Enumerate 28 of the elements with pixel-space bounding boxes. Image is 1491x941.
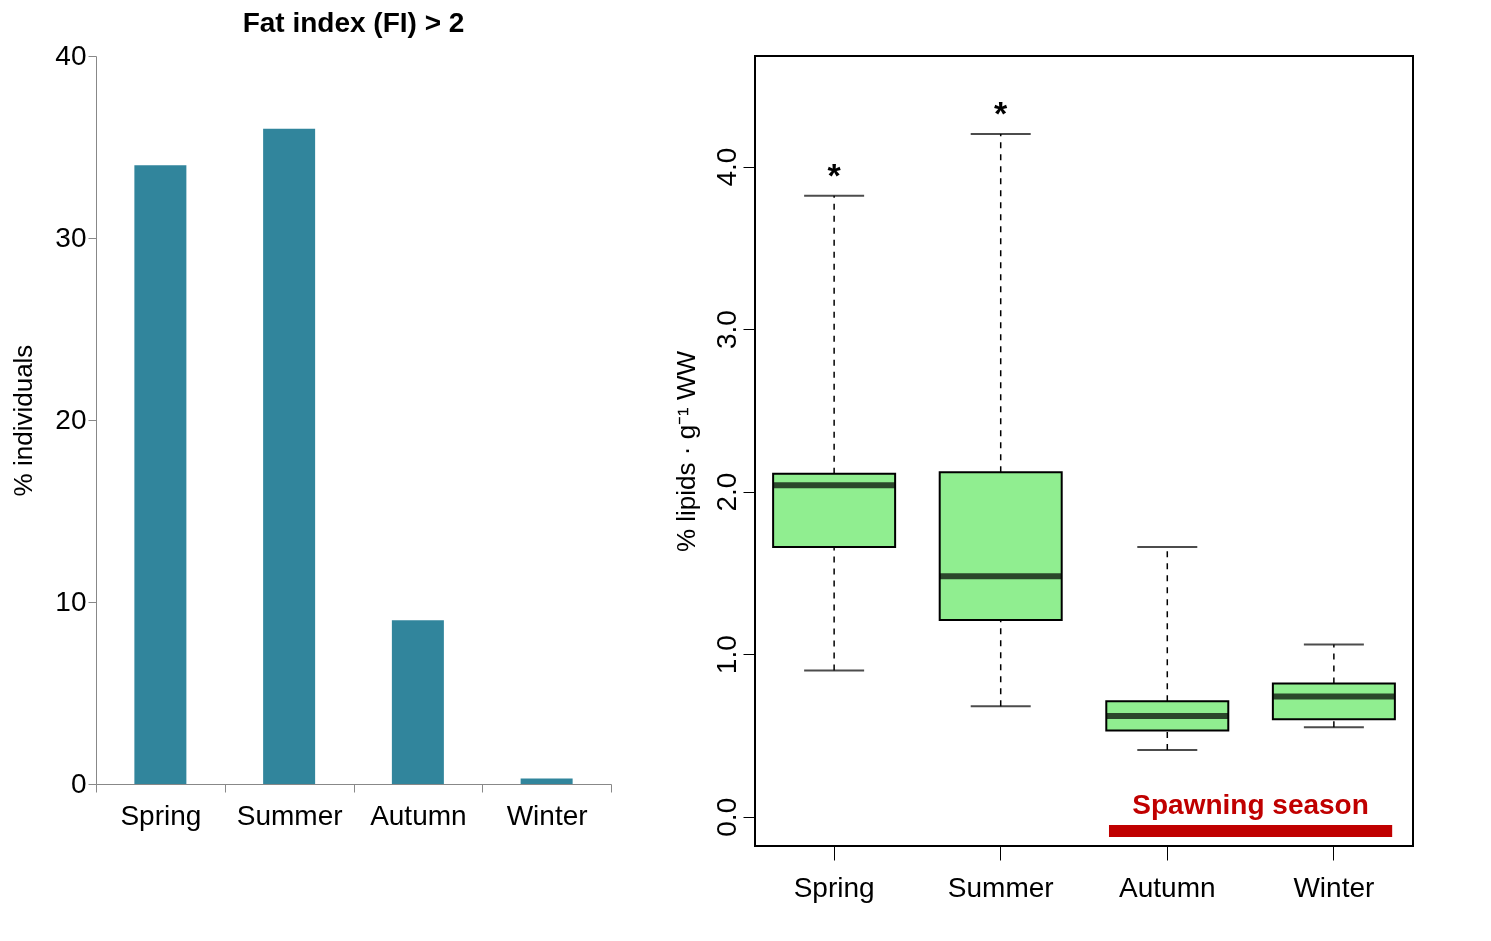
x-tick-label: Winter <box>1293 871 1375 903</box>
x-tick-label: Spring <box>793 871 875 903</box>
chart-title: Fat index (FI) > 2 <box>242 7 465 38</box>
y-tick-label: 40 <box>55 39 87 71</box>
annotation: Spawning season <box>1132 789 1369 820</box>
x-tick-label: Winter <box>506 799 588 831</box>
x-tick-label: Summer <box>236 799 343 831</box>
annotation: * <box>827 155 842 194</box>
x-tick-label: Autumn <box>1119 871 1216 903</box>
y-tick-label: 10 <box>55 585 87 617</box>
annotation: * <box>994 94 1009 133</box>
y-axis-title: % lipids · g⁻¹ WW <box>670 350 701 553</box>
y-tick-label: 0.0 <box>710 797 742 837</box>
bar <box>134 165 187 784</box>
x-tick-label: Summer <box>947 871 1054 903</box>
bar <box>391 620 444 784</box>
y-tick-label: 1.0 <box>710 635 742 675</box>
y-tick-label: 3.0 <box>710 310 742 350</box>
x-tick-label: Autumn <box>370 799 467 831</box>
bar <box>263 128 316 784</box>
y-tick-label: 0 <box>70 767 87 799</box>
y-tick-label: 4.0 <box>710 147 742 187</box>
y-tick-label: 2.0 <box>710 472 742 512</box>
y-tick-label: 20 <box>55 403 87 435</box>
x-tick-label: Spring <box>120 799 202 831</box>
y-tick-label: 30 <box>55 221 87 253</box>
bar <box>520 778 573 784</box>
y-axis-title: % individuals <box>8 344 39 497</box>
